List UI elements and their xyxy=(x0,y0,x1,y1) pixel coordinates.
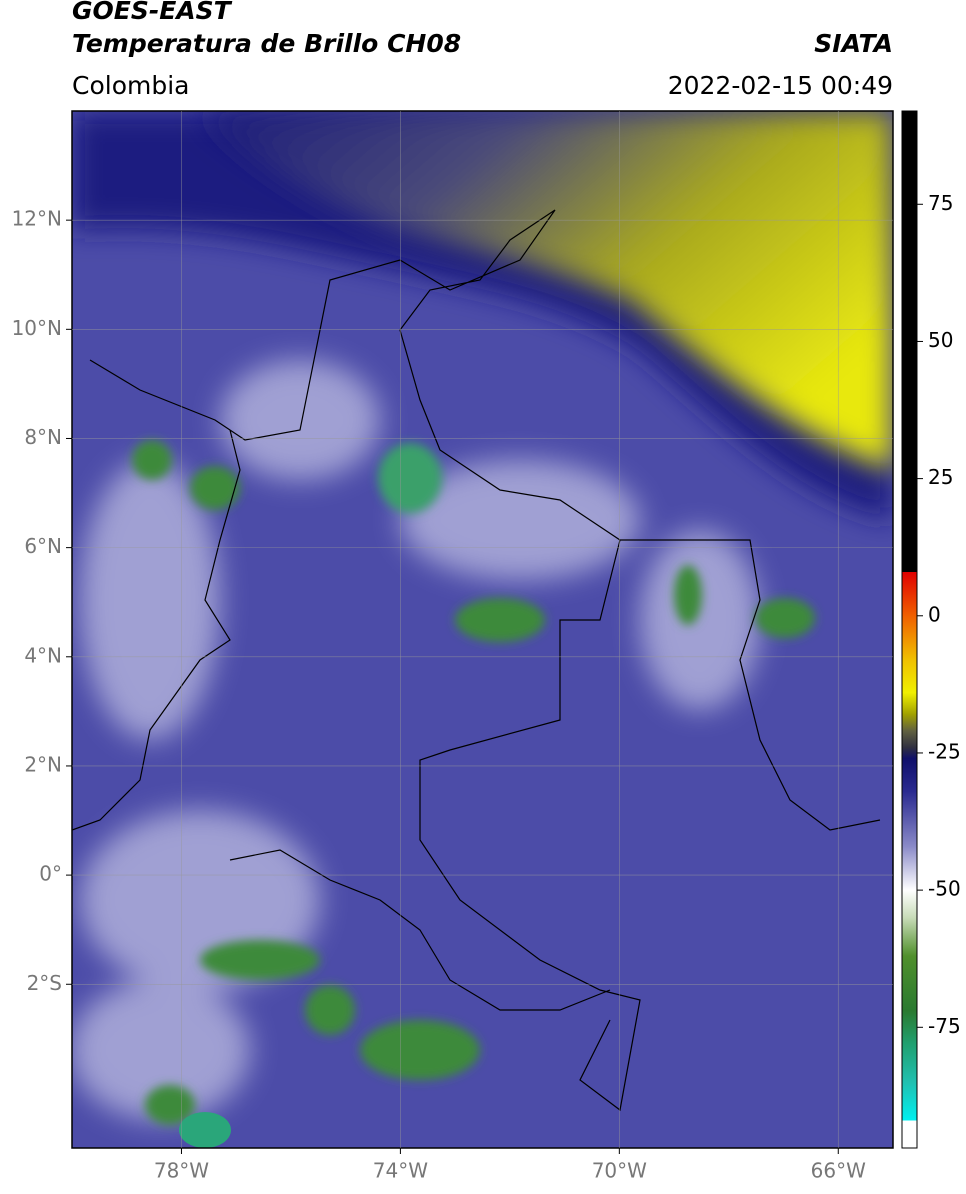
colorbar xyxy=(901,110,918,1149)
y-tick-label: 2°N xyxy=(24,752,62,776)
colorbar-tick-label: 50 xyxy=(928,328,953,352)
colorbar-tick-label: 75 xyxy=(928,191,953,215)
colorbar-tick-label: -75 xyxy=(928,1014,961,1038)
colorbar-tick-label: -25 xyxy=(928,739,961,763)
y-tick-label: 0° xyxy=(39,862,62,886)
timestamp: 2022-02-15 00:49 xyxy=(668,71,893,100)
y-tick-label: 2°S xyxy=(27,971,62,995)
y-tick-label: 8°N xyxy=(24,425,62,449)
title: GOES-EAST xyxy=(72,0,233,25)
colorbar-tick-label: 0 xyxy=(928,602,941,626)
x-tick-label: 74°W xyxy=(373,1159,428,1183)
y-tick-label: 12°N xyxy=(12,207,62,231)
colorbar-tick-label: -50 xyxy=(928,877,961,901)
region: Colombia xyxy=(72,71,189,100)
x-tick-label: 78°W xyxy=(154,1159,209,1183)
x-tick-label: 66°W xyxy=(811,1159,866,1183)
x-tick-label: 70°W xyxy=(592,1159,647,1183)
y-tick-label: 6°N xyxy=(24,534,62,558)
colorbar-tick-label: 25 xyxy=(928,465,953,489)
y-tick-label: 10°N xyxy=(12,316,62,340)
map-frame xyxy=(71,110,894,1149)
y-tick-label: 4°N xyxy=(24,643,62,667)
satellite-imagery xyxy=(72,111,893,1148)
source: SIATA xyxy=(814,29,893,58)
subtitle: Temperatura de Brillo CH08 xyxy=(72,29,461,58)
